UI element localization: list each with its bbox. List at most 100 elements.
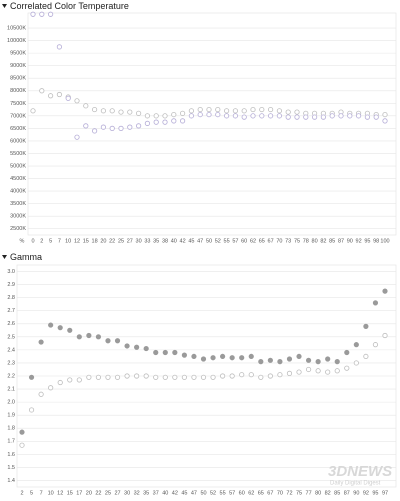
data-point xyxy=(162,119,168,125)
data-point xyxy=(344,349,350,356)
data-point xyxy=(277,372,283,378)
x-tick-label: 60 xyxy=(239,490,245,496)
x-tick-label: 27 xyxy=(127,238,133,244)
data-point xyxy=(364,114,370,120)
x-tick-label: 73 xyxy=(285,238,291,244)
data-point xyxy=(74,98,80,104)
data-point xyxy=(39,11,45,17)
collapse-icon[interactable] xyxy=(2,255,7,259)
data-point xyxy=(100,124,107,130)
data-point xyxy=(239,355,245,361)
data-point xyxy=(220,373,226,379)
data-point xyxy=(30,108,36,114)
data-point xyxy=(57,325,63,331)
data-point xyxy=(114,338,121,344)
x-tick-label: 5 xyxy=(30,490,33,496)
data-point xyxy=(200,356,207,362)
data-point xyxy=(276,108,282,114)
data-point xyxy=(74,134,80,140)
data-point xyxy=(171,118,177,124)
y-tick-label: 2.1 xyxy=(7,387,15,393)
x-tick-label: 27 xyxy=(114,490,120,496)
data-point xyxy=(105,374,111,380)
data-point xyxy=(276,113,282,119)
x-tick-label: 12 xyxy=(74,238,80,244)
y-tick-label: 6000K xyxy=(10,138,26,144)
data-point xyxy=(114,374,121,380)
y-tick-label: 2500K xyxy=(10,226,26,232)
data-point xyxy=(311,114,318,120)
data-point xyxy=(19,442,25,448)
data-point xyxy=(172,349,178,356)
data-point xyxy=(338,113,344,119)
x-tick-label: 97 xyxy=(382,490,388,496)
y-tick-label: 2.2 xyxy=(7,373,15,379)
data-point xyxy=(109,108,115,114)
y-tick-label: 5000K xyxy=(10,163,26,169)
data-point xyxy=(153,119,159,125)
y-tick-label: 2.9 xyxy=(7,282,15,288)
data-point xyxy=(76,377,82,383)
data-point xyxy=(162,113,168,119)
data-point xyxy=(363,323,369,329)
x-tick-label: 60 xyxy=(241,238,247,244)
x-axis-label: % xyxy=(20,238,25,244)
data-point xyxy=(329,113,335,119)
x-tick-label: 62 xyxy=(250,238,256,244)
x-tick-label: 80 xyxy=(315,490,321,496)
y-tick-label: 9500K xyxy=(10,51,26,57)
x-tick-label: 12 xyxy=(57,490,63,496)
x-tick-label: 7 xyxy=(58,238,61,244)
x-tick-label: 22 xyxy=(109,238,115,244)
data-point xyxy=(86,374,92,380)
data-point xyxy=(28,407,35,413)
y-tick-label: 4000K xyxy=(10,189,26,195)
data-point xyxy=(232,108,238,114)
data-point xyxy=(325,356,331,362)
x-tick-label: 2 xyxy=(20,490,23,496)
data-point xyxy=(215,111,221,118)
data-point xyxy=(83,103,89,109)
x-tick-label: 90 xyxy=(353,490,359,496)
data-point xyxy=(92,106,98,113)
data-point xyxy=(38,391,44,397)
data-point xyxy=(162,349,168,356)
y-tick-label: 3500K xyxy=(10,201,26,207)
y-tick-label: 2.8 xyxy=(7,295,15,301)
x-tick-label: 100 xyxy=(380,238,389,244)
y-tick-label: 5500K xyxy=(10,151,26,157)
data-point xyxy=(153,374,159,380)
data-point xyxy=(118,109,124,115)
x-tick-label: 85 xyxy=(329,238,335,244)
data-point xyxy=(220,353,226,360)
data-point xyxy=(353,360,359,366)
chart-title[interactable]: Correlated Color Temperature xyxy=(10,1,129,11)
data-point xyxy=(267,373,273,379)
data-point xyxy=(285,114,291,120)
data-point xyxy=(224,113,230,119)
data-point xyxy=(315,368,321,374)
x-tick-label: 65 xyxy=(259,238,265,244)
x-tick-label: 17 xyxy=(76,490,82,496)
x-tick-label: 78 xyxy=(303,238,309,244)
data-point xyxy=(100,108,107,114)
data-point xyxy=(118,125,124,131)
data-point xyxy=(267,106,274,113)
collapse-icon[interactable] xyxy=(2,4,7,8)
data-point xyxy=(162,374,168,380)
x-tick-label: 25 xyxy=(118,238,124,244)
y-tick-label: 8000K xyxy=(10,88,26,94)
data-point xyxy=(305,366,312,373)
x-tick-label: 72 xyxy=(286,490,292,496)
data-point xyxy=(277,359,283,365)
chart-title[interactable]: Gamma xyxy=(10,252,42,262)
x-tick-label: 35 xyxy=(153,238,159,244)
x-tick-label: 10 xyxy=(65,238,71,244)
x-tick-label: 37 xyxy=(153,490,159,496)
x-tick-label: 25 xyxy=(105,490,111,496)
data-point xyxy=(67,327,73,333)
x-tick-label: 38 xyxy=(162,238,168,244)
data-point xyxy=(76,334,82,340)
data-point xyxy=(315,359,321,365)
y-tick-label: 9000K xyxy=(10,63,26,69)
